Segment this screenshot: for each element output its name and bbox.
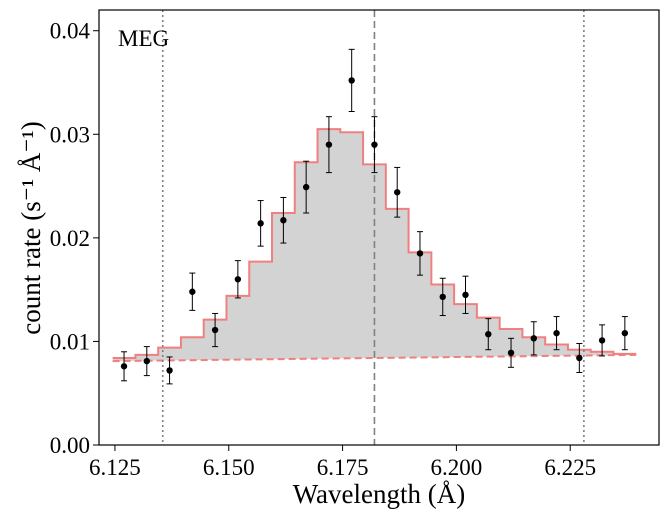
data-point (598, 324, 606, 357)
data-point (257, 200, 264, 247)
y-axis-label: count rate (s⁻¹ Å⁻¹) (16, 121, 46, 334)
data-marker (507, 349, 515, 357)
data-point (348, 48, 355, 112)
data-marker (166, 367, 173, 374)
data-marker (234, 276, 242, 283)
data-marker (416, 250, 424, 257)
data-point (530, 321, 537, 356)
data-point (439, 277, 446, 317)
data-marker (621, 329, 629, 337)
data-point (302, 160, 310, 214)
data-marker (553, 329, 560, 337)
instrument-annotation: MEG (118, 26, 169, 51)
data-marker (302, 183, 310, 191)
y-tick-label: 0.04 (50, 19, 91, 44)
data-point (621, 316, 629, 351)
data-marker (189, 288, 196, 295)
y-tick-label: 0.03 (50, 122, 90, 147)
data-marker (211, 326, 219, 334)
data-point (416, 231, 424, 276)
axes-frame (98, 9, 660, 446)
data-marker (394, 189, 401, 196)
data-point (280, 196, 287, 244)
y-axis: 0.00 0.01 0.02 0.03 0.04 (50, 19, 99, 458)
data-point (553, 316, 560, 351)
data-marker (120, 363, 128, 370)
data-marker (462, 291, 469, 299)
data-point (211, 312, 219, 348)
data-point (166, 356, 173, 385)
data-point (371, 116, 378, 174)
y-tick-label: 0.00 (50, 433, 90, 458)
x-tick-label: 6.150 (203, 455, 255, 480)
x-axis: 6.125 6.150 6.175 6.200 6.225 (89, 445, 596, 480)
data-point (485, 318, 492, 351)
data-point (576, 343, 583, 373)
x-tick-label: 6.175 (317, 455, 369, 480)
x-tick-label: 6.225 (544, 455, 596, 480)
data-point (394, 166, 401, 218)
data-point (325, 116, 333, 174)
data-marker (371, 141, 378, 148)
data-marker (576, 354, 583, 362)
x-tick-label: 6.200 (431, 455, 483, 480)
data-marker (348, 77, 355, 84)
y-tick-label: 0.02 (50, 226, 90, 251)
data-marker (439, 293, 446, 301)
y-tick-label: 0.01 (50, 329, 90, 354)
data-point (234, 260, 242, 299)
data-marker (485, 330, 492, 338)
data-marker (143, 357, 151, 365)
data-point (189, 272, 196, 311)
data-marker (280, 217, 287, 224)
data-point (120, 351, 128, 382)
data-point (143, 346, 151, 377)
x-tick-label: 6.125 (89, 455, 141, 480)
plot-area (112, 10, 637, 445)
data-point (507, 337, 515, 368)
data-marker (530, 335, 537, 342)
x-axis-label: Wavelength (Å) (293, 479, 466, 509)
data-point (462, 275, 469, 314)
data-marker (598, 337, 606, 344)
data-marker (257, 220, 264, 227)
data-marker (325, 141, 333, 148)
